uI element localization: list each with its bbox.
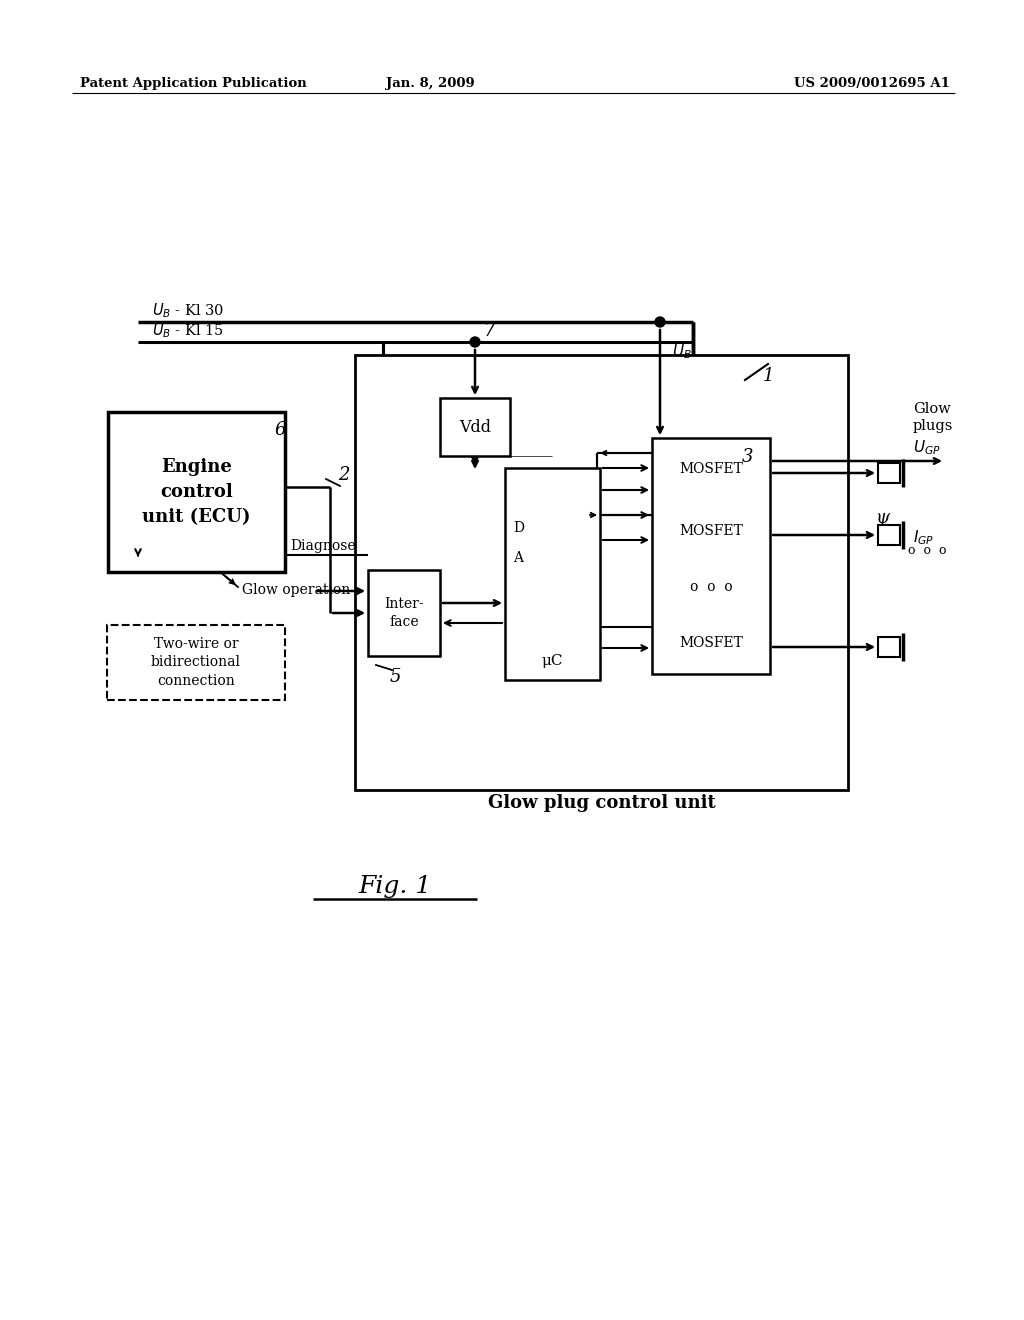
- Text: Glow plug control unit: Glow plug control unit: [487, 795, 716, 812]
- Text: 5: 5: [390, 668, 401, 686]
- Text: 7: 7: [484, 322, 496, 341]
- Text: $U_B$ - Kl 15: $U_B$ - Kl 15: [152, 321, 224, 341]
- Text: 2: 2: [338, 466, 349, 484]
- Bar: [440, 399, 510, 455]
- Text: ψ: ψ: [876, 510, 890, 527]
- Bar: [368, 570, 440, 656]
- Bar: [652, 438, 770, 675]
- Bar: [878, 638, 900, 657]
- Text: MOSFET: MOSFET: [679, 636, 743, 649]
- Text: $I_{GP}$: $I_{GP}$: [913, 528, 934, 546]
- Bar: [355, 355, 848, 789]
- Text: Jan. 8, 2009: Jan. 8, 2009: [386, 77, 474, 90]
- Text: $U_B$ - Kl 30: $U_B$ - Kl 30: [152, 301, 224, 319]
- Circle shape: [470, 337, 480, 347]
- Text: o  o  o: o o o: [690, 579, 732, 594]
- Circle shape: [655, 317, 665, 327]
- Text: ψ: ψ: [876, 639, 890, 657]
- Text: Two-wire or
bidirectional
connection: Two-wire or bidirectional connection: [151, 638, 241, 688]
- Text: $U_{GP}$: $U_{GP}$: [913, 438, 941, 457]
- Text: Inter-
face: Inter- face: [384, 597, 424, 630]
- Bar: [505, 469, 600, 680]
- Text: 3: 3: [742, 447, 754, 466]
- Text: μC: μC: [542, 653, 563, 668]
- Text: Diagnose: Diagnose: [290, 539, 355, 553]
- Text: Engine
control
unit (ECU): Engine control unit (ECU): [142, 458, 251, 525]
- Bar: [108, 412, 285, 572]
- Bar: [106, 624, 285, 700]
- Text: MOSFET: MOSFET: [679, 462, 743, 477]
- Text: Glow operation: Glow operation: [242, 583, 350, 597]
- Text: o  o  o: o o o: [908, 544, 946, 557]
- Bar: [878, 463, 900, 483]
- Text: US 2009/0012695 A1: US 2009/0012695 A1: [795, 77, 950, 90]
- Bar: [878, 525, 900, 545]
- Text: Fig. 1: Fig. 1: [358, 875, 432, 898]
- Text: Vdd: Vdd: [459, 418, 490, 436]
- Text: $U_B$: $U_B$: [672, 342, 692, 360]
- Text: Patent Application Publication: Patent Application Publication: [80, 77, 307, 90]
- Text: A: A: [513, 550, 523, 565]
- Text: 1: 1: [763, 367, 774, 385]
- Text: Glow
plugs: Glow plugs: [913, 401, 953, 433]
- Text: MOSFET: MOSFET: [679, 524, 743, 539]
- Text: D: D: [513, 521, 524, 535]
- Text: 6: 6: [274, 421, 286, 440]
